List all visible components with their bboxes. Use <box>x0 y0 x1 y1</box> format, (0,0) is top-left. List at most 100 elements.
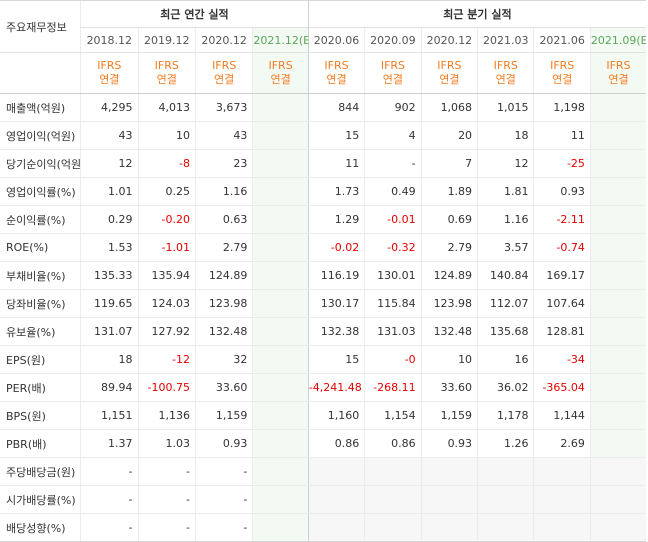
row-label: PER(배) <box>0 373 81 402</box>
quarter-value-cell: 1,160 <box>307 401 365 430</box>
quarter-value-cell: 115.84 <box>364 289 422 318</box>
quarter-value-cell: -2.11 <box>533 205 591 234</box>
quarter-value-cell <box>589 317 646 346</box>
annual-value-cell: 32 <box>194 345 253 374</box>
quarter-value-cell: 33.60 <box>420 373 478 402</box>
table-row: 주당배당금(원) - - - <box>0 457 646 486</box>
table-row: PBR(배) 1.37 1.03 0.93 0.86 0.86 0.93 1.26 2.69 <box>0 429 646 458</box>
consolidated-label: 연결 <box>552 73 573 86</box>
annual-value-cell <box>252 401 309 430</box>
quarter-value-cell: 112.07 <box>477 289 534 318</box>
quarter-value-cell <box>477 485 534 514</box>
table-row: 유보율(%) 131.07 127.92 132.48 132.38 131.03 132.… <box>0 317 646 346</box>
ifrs-label: IFRS <box>97 59 122 72</box>
annual-value-cell: 135.94 <box>137 261 196 290</box>
consolidated-label: 연결 <box>99 73 120 86</box>
annual-value-cell: 119.65 <box>80 289 139 318</box>
quarter-value-cell: 131.03 <box>364 317 422 346</box>
period-header-annual: 2018.12 <box>80 27 139 53</box>
annual-value-cell: 135.33 <box>80 261 139 290</box>
annual-value-cell <box>252 233 309 262</box>
ifrs-badge: IFRS 연결 <box>252 52 309 94</box>
row-label: PBR(배) <box>0 429 81 458</box>
quarter-value-cell <box>307 513 365 542</box>
annual-value-cell <box>252 373 309 402</box>
ifrs-badge: IFRS 연결 <box>80 52 139 94</box>
quarter-value-cell: 1,154 <box>364 401 422 430</box>
annual-value-cell <box>252 289 309 318</box>
ifrs-badge: IFRS 연결 <box>533 52 591 94</box>
quarter-value-cell <box>589 513 646 542</box>
quarter-value-cell <box>589 373 646 402</box>
quarter-value-cell: -365.04 <box>533 373 591 402</box>
quarter-value-cell: 1,198 <box>533 93 591 122</box>
annual-value-cell: - <box>80 457 139 486</box>
quarter-value-cell <box>307 485 365 514</box>
quarter-value-cell: 130.17 <box>307 289 365 318</box>
annual-value-cell: -0.20 <box>137 205 196 234</box>
annual-value-cell: 124.03 <box>137 289 196 318</box>
table-row: 영업이익률(%) 1.01 0.25 1.16 1.73 0.49 1.89 1.81 0.93 <box>0 177 646 206</box>
row-label: 당좌비율(%) <box>0 289 81 318</box>
quarter-value-cell: 1,015 <box>477 93 534 122</box>
quarter-value-cell: 0.86 <box>307 429 365 458</box>
annual-value-cell: 12 <box>80 149 139 178</box>
quarter-value-cell <box>589 457 646 486</box>
consolidated-label: 연결 <box>382 73 404 86</box>
row-label: 당기순이익(억원) <box>0 149 81 178</box>
quarter-value-cell: 0.69 <box>420 205 478 234</box>
annual-value-cell: 123.98 <box>194 289 253 318</box>
annual-value-cell: 4,013 <box>137 93 196 122</box>
quarter-value-cell <box>307 457 365 486</box>
consolidated-label: 연결 <box>270 73 291 86</box>
period-header-quarter: 2021.06 <box>533 27 591 53</box>
annual-value-cell: - <box>137 485 196 514</box>
ifrs-badge: IFRS 연결 <box>364 52 422 94</box>
quarter-value-cell <box>420 513 478 542</box>
table-row: 영업이익(억원) 43 10 43 15 4 20 18 11 <box>0 121 646 150</box>
quarter-value-cell: 1,178 <box>477 401 534 430</box>
quarter-value-cell: 0.86 <box>364 429 422 458</box>
quarter-value-cell <box>589 149 646 178</box>
consolidated-label: 연결 <box>608 73 629 86</box>
annual-value-cell: 0.25 <box>137 177 196 206</box>
ifrs-badge: IFRS 연결 <box>307 52 365 94</box>
quarter-value-cell: 169.17 <box>533 261 591 290</box>
row-label: 배당성향(%) <box>0 513 81 542</box>
table-row: PER(배) 89.94 -100.75 33.60 -4,241.48 -268.11 3… <box>0 373 646 402</box>
annual-value-cell <box>252 261 309 290</box>
consolidated-label: 연결 <box>439 73 460 86</box>
quarter-value-cell <box>533 457 591 486</box>
quarter-value-cell: 10 <box>420 345 478 374</box>
annual-value-cell <box>252 457 309 486</box>
quarter-value-cell: 2.69 <box>533 429 591 458</box>
ifrs-label: IFRS <box>550 59 575 72</box>
annual-value-cell <box>252 121 309 150</box>
quarter-value-cell: 11 <box>533 121 591 150</box>
period-header-annual: 2020.12 <box>194 27 253 53</box>
ifrs-badge: IFRS 연결 <box>194 52 253 94</box>
annual-value-cell: 127.92 <box>137 317 196 346</box>
annual-value-cell: 43 <box>194 121 253 150</box>
quarter-value-cell: 3.57 <box>477 233 534 262</box>
annual-value-cell: -8 <box>137 149 196 178</box>
quarter-value-cell: 7 <box>420 149 478 178</box>
row-label: ROE(%) <box>0 233 81 262</box>
quarter-value-cell: 124.89 <box>420 261 478 290</box>
period-header-annual: 2019.12 <box>137 27 196 53</box>
annual-value-cell <box>252 485 309 514</box>
ifrs-badge: IFRS 연결 <box>477 52 534 94</box>
table-row: 당좌비율(%) 119.65 124.03 123.98 130.17 115.84 123… <box>0 289 646 318</box>
quarter-value-cell: 0.93 <box>420 429 478 458</box>
consolidated-label: 연결 <box>326 73 347 86</box>
annual-value-cell: 124.89 <box>194 261 253 290</box>
table-row: EPS(원) 18 -12 32 15 -0 10 16 -34 <box>0 345 646 374</box>
quarter-value-cell: 1,068 <box>420 93 478 122</box>
annual-value-cell: 1,151 <box>80 401 139 430</box>
annual-value-cell <box>252 513 309 542</box>
annual-value-cell: - <box>194 513 253 542</box>
annual-value-cell <box>252 429 309 458</box>
annual-value-cell <box>252 345 309 374</box>
quarter-value-cell <box>589 121 646 150</box>
row-label: 주당배당금(원) <box>0 457 81 486</box>
